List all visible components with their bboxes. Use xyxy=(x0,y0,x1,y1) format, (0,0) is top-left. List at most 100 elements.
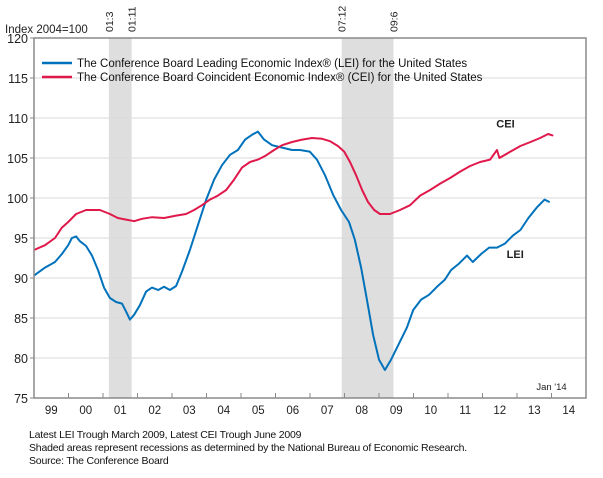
gridlines xyxy=(34,77,586,359)
lei-point xyxy=(257,131,259,133)
y-tick-label: 75 xyxy=(14,392,28,406)
cei-point xyxy=(361,189,363,191)
cei-point xyxy=(133,220,135,222)
lei-point xyxy=(157,289,159,291)
lei-point xyxy=(133,314,135,316)
lei-point xyxy=(527,217,529,219)
lei-point xyxy=(109,297,111,299)
legend-label-cei: The Conference Board Coincident Economic… xyxy=(77,72,483,84)
cei-point xyxy=(349,161,351,163)
y-tick-label: 85 xyxy=(14,312,28,326)
lei-point xyxy=(390,359,392,361)
cei-point xyxy=(99,209,101,211)
cei-point xyxy=(85,209,87,211)
cei-point xyxy=(343,151,345,153)
lei-point xyxy=(324,174,326,176)
x-tick-label: 01 xyxy=(114,405,127,417)
x-tick-label: 04 xyxy=(217,405,230,417)
cei-point xyxy=(355,174,357,176)
cei-point xyxy=(496,149,498,151)
lei-point xyxy=(75,235,77,237)
lei-point xyxy=(398,343,400,345)
y-tick-label: 90 xyxy=(14,272,28,286)
lei-point xyxy=(366,299,368,301)
cei-point xyxy=(311,137,313,139)
lei-point xyxy=(151,287,153,289)
cei-point xyxy=(419,195,421,197)
lei-point xyxy=(197,224,199,226)
lei-point xyxy=(488,247,490,249)
lei-point xyxy=(412,309,414,311)
recession-start-label: 07:12 xyxy=(337,6,349,32)
lei-point xyxy=(458,263,460,265)
cei-point xyxy=(301,139,303,141)
footnote-recessions: Shaded areas represent recessions as det… xyxy=(29,442,468,454)
cei-point xyxy=(498,157,501,159)
cei-point xyxy=(225,189,227,191)
lei-point xyxy=(61,253,63,255)
cei-point xyxy=(117,217,119,219)
x-tick-label: 06 xyxy=(286,405,299,417)
x-tick-label: 09 xyxy=(390,405,403,417)
lei-point xyxy=(221,164,223,166)
latest-date-label: Jan '14 xyxy=(536,382,566,393)
cei-point xyxy=(281,144,283,146)
x-tick-label: 03 xyxy=(183,405,196,417)
cei-point xyxy=(44,244,46,246)
cei-point xyxy=(291,141,293,143)
lei-point xyxy=(251,134,253,136)
lei-point xyxy=(139,304,141,306)
y-tick-label: 120 xyxy=(7,32,28,46)
lei-point xyxy=(480,253,482,255)
cei-point xyxy=(61,227,63,229)
lei-point xyxy=(348,221,350,223)
cei-point xyxy=(509,151,512,153)
cei-point xyxy=(409,204,411,206)
cei-point xyxy=(529,141,532,143)
cei-point xyxy=(429,189,431,191)
cei-point xyxy=(389,213,391,215)
x-tick-label: 12 xyxy=(493,405,506,417)
cei-point xyxy=(249,161,251,163)
recession-end-label: 01:11 xyxy=(127,6,139,32)
lei-point xyxy=(169,289,171,291)
lei-point xyxy=(205,199,207,201)
cei-point xyxy=(519,145,522,147)
x-tick-label: 00 xyxy=(79,405,92,417)
cei-point xyxy=(479,161,481,163)
lei-point xyxy=(213,179,215,181)
lei-point xyxy=(121,303,123,305)
recession-band xyxy=(341,38,394,398)
cei-point xyxy=(54,237,56,239)
recession-start-label: 01:3 xyxy=(104,11,116,32)
lei-point xyxy=(103,287,105,289)
lei-point xyxy=(472,261,474,263)
x-tick-label: 99 xyxy=(45,405,58,417)
cei-point xyxy=(367,201,369,203)
lei-point xyxy=(340,209,342,211)
cei-point xyxy=(241,167,243,169)
lei-point xyxy=(115,301,117,303)
cei-point xyxy=(125,219,127,221)
lei-point xyxy=(244,139,246,141)
cei-point xyxy=(257,159,259,161)
lei-point xyxy=(229,154,231,156)
cei-point xyxy=(539,137,541,139)
lei-point xyxy=(125,311,127,313)
lei-point xyxy=(175,285,177,287)
cei-point xyxy=(193,209,195,211)
cei-point xyxy=(217,195,219,197)
lei-point xyxy=(299,149,301,151)
cei-point xyxy=(109,213,111,215)
footnote-source: Source: The Conference Board xyxy=(29,455,169,467)
y-tick-label: 110 xyxy=(8,112,28,126)
cei-point xyxy=(185,213,187,215)
cei-point xyxy=(265,155,267,157)
x-tick-label: 08 xyxy=(355,405,368,417)
x-tick-label: 02 xyxy=(148,405,161,417)
cei-point xyxy=(141,218,143,220)
lei-point xyxy=(444,279,446,281)
lei-point xyxy=(85,245,87,247)
x-tick-label: 11 xyxy=(459,405,471,417)
